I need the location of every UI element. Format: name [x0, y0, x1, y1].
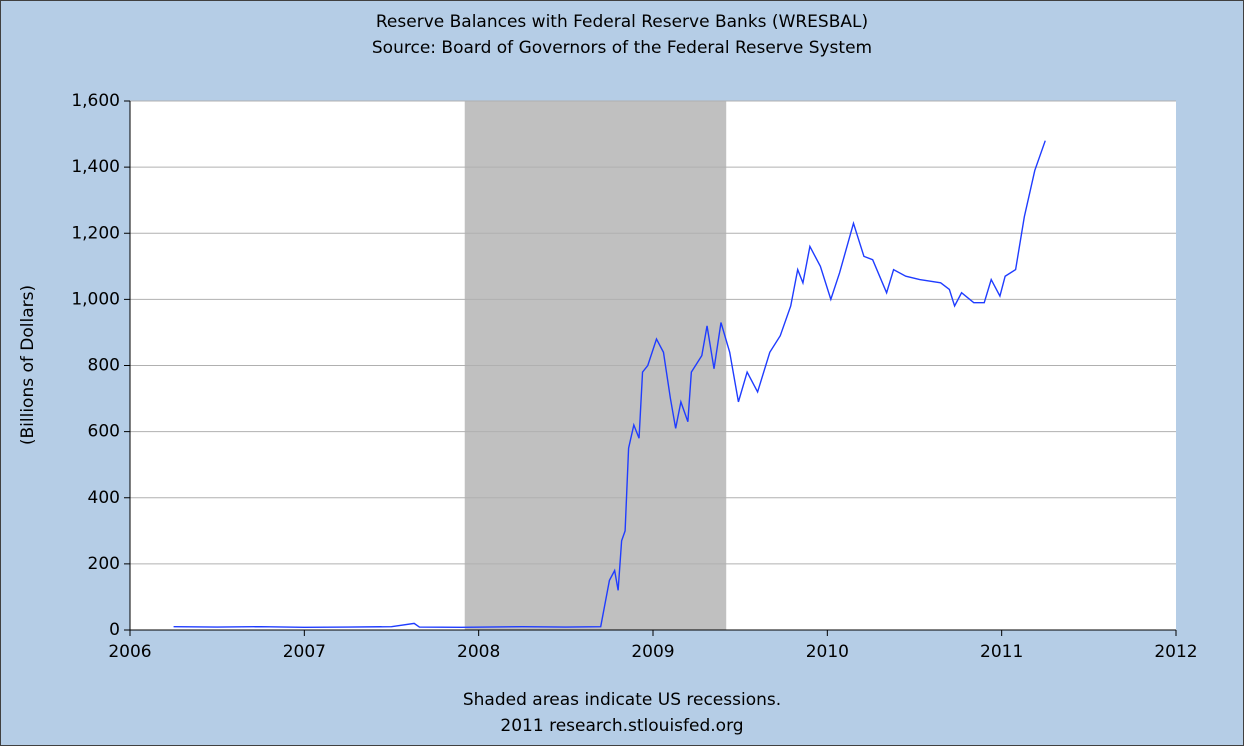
x-tick-label: 2011: [980, 642, 1023, 662]
footnote: Shaded areas indicate US recessions.: [463, 690, 781, 710]
footnote: 2011 research.stlouisfed.org: [500, 716, 743, 736]
data-line: [173, 140, 1046, 629]
x-tick-label: 2010: [806, 642, 849, 662]
y-axis-label: (Billions of Dollars): [18, 285, 38, 445]
x-tick-label: 2007: [283, 642, 326, 662]
y-tick-label: 200: [88, 554, 120, 574]
y-tick-label: 1,600: [71, 91, 120, 111]
chart-title: Reserve Balances with Federal Reserve Ba…: [376, 12, 868, 32]
y-tick-label: 600: [88, 422, 120, 442]
x-tick-label: 2009: [631, 642, 674, 662]
y-tick-label: 0: [109, 620, 120, 640]
y-tick-label: 1,400: [71, 157, 120, 177]
y-tick-label: 1,200: [71, 223, 120, 243]
y-tick-label: 1,000: [71, 289, 120, 309]
x-tick-label: 2008: [457, 642, 500, 662]
chart-subtitle: Source: Board of Governors of the Federa…: [372, 38, 872, 58]
y-tick-label: 400: [88, 488, 120, 508]
x-tick-label: 2012: [1154, 642, 1197, 662]
x-tick-label: 2006: [108, 642, 151, 662]
y-tick-label: 800: [88, 356, 120, 376]
